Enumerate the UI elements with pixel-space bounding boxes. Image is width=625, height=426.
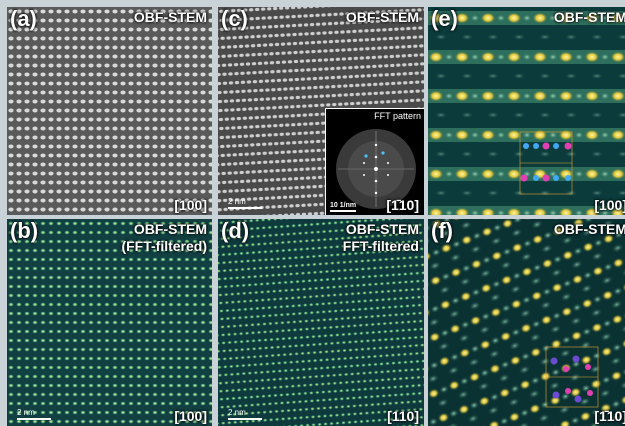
filtered-image-d [218, 219, 424, 426]
panel-c: (c) OBF-STEM 2 nm FFT pattern 10 1/nm [218, 7, 424, 215]
fft-pattern-image [336, 129, 416, 209]
imaging-mode-label: OBF-STEM [345, 221, 419, 237]
panel-letter: (a) [10, 7, 37, 31]
crystal-model-overlay [519, 131, 573, 195]
scale-bar-line [17, 418, 51, 420]
panel-e: (e) OBF-STEM [100] [428, 7, 625, 215]
zone-axis-label: [110] [387, 408, 419, 424]
atom-markers [550, 355, 593, 403]
panel-letter: (f) [431, 219, 453, 243]
panel-b: (b) OBF-STEM (FFT-filtered) 2 nm [100] [7, 219, 212, 426]
scale-bar: 2 nm [228, 197, 262, 209]
obf-stem-image-e [428, 7, 625, 215]
scale-bar-label: 2 nm [228, 408, 246, 417]
zone-axis-label: [1̄10] [594, 408, 625, 424]
panel-letter: (e) [431, 7, 458, 31]
imaging-mode-label: OBF-STEM [133, 221, 207, 237]
panel-f: (f) OBF-STEM [1̄10] [428, 219, 625, 426]
filter-label: FFT-filtered [342, 238, 419, 254]
scale-bar: 2 nm [17, 408, 51, 420]
imaging-mode-label: OBF-STEM [133, 9, 207, 25]
panel-letter: (d) [221, 219, 250, 243]
imaging-mode-label: OBF-STEM [553, 9, 625, 25]
filter-label: (FFT-filtered) [121, 238, 207, 254]
zone-axis-label: [1̄10] [386, 197, 419, 213]
zone-axis-label: [100] [174, 408, 207, 424]
imaging-mode-label: OBF-STEM [345, 9, 419, 25]
fft-title: FFT pattern [374, 111, 421, 121]
fft-inset: FFT pattern 10 1/nm [325, 108, 424, 215]
atom-markers [520, 142, 572, 182]
obf-stem-image-a [7, 7, 212, 215]
fft-scale-line [330, 210, 356, 212]
imaging-mode-label: OBF-STEM [553, 221, 625, 237]
panel-a: (a) OBF-STEM [100] [7, 7, 212, 215]
scale-bar-line [228, 207, 262, 209]
scale-bar-label: 2 nm [228, 197, 246, 206]
panel-d: (d) OBF-STEM FFT-filtered 2 nm [110] [218, 219, 424, 426]
obf-stem-image-f [428, 219, 625, 426]
scale-bar-line [228, 418, 262, 420]
crystal-model-overlay [545, 346, 599, 408]
scale-bar: 2 nm [228, 408, 262, 420]
scale-bar-label: 2 nm [17, 408, 35, 417]
filtered-image-b [7, 219, 212, 426]
fft-scale-bar: 10 1/nm [330, 202, 356, 212]
zone-axis-label: [100] [594, 197, 625, 213]
panel-letter: (b) [10, 219, 39, 243]
fft-scale-label: 10 1/nm [330, 202, 357, 209]
zone-axis-label: [100] [174, 197, 207, 213]
panel-letter: (c) [221, 7, 248, 31]
